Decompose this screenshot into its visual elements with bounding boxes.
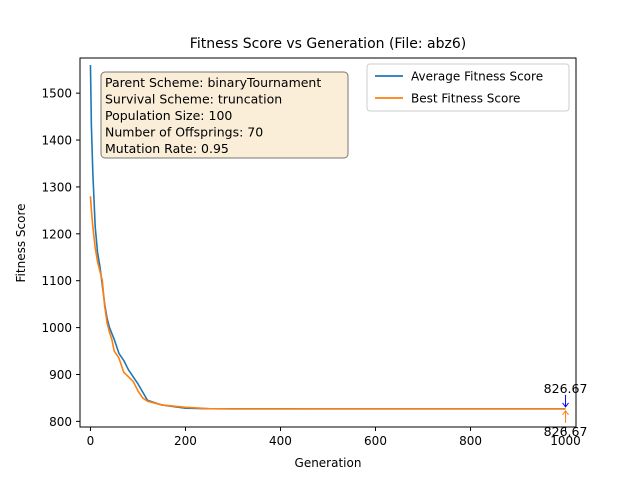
- y-tick-label: 900: [49, 368, 72, 382]
- x-tick-label: 600: [364, 434, 387, 448]
- x-axis-label: Generation: [295, 456, 362, 470]
- y-tick-label: 1300: [41, 180, 72, 194]
- series-line-best: [89, 196, 566, 410]
- y-tick-label: 1400: [41, 134, 72, 148]
- y-tick-label: 1100: [41, 274, 72, 288]
- info-box: [100, 71, 349, 159]
- legend-box: [366, 63, 570, 112]
- chart-title: Fitness Score vs Generation (File: abz6): [190, 36, 466, 52]
- annotation-label: 826.67: [544, 381, 588, 396]
- y-tick-label: 1000: [41, 321, 72, 335]
- y-axis-label: Fitness Score: [14, 204, 28, 283]
- y-tick-label: 800: [49, 415, 72, 429]
- x-tick-label: 200: [174, 434, 197, 448]
- annotation-arrowhead: [562, 402, 569, 408]
- y-tick-label: 1500: [41, 87, 72, 101]
- info-line: Number of Offsprings: 70: [105, 125, 263, 140]
- x-tick-label: 0: [87, 434, 95, 448]
- info-line: Parent Scheme: binaryTournament: [105, 75, 321, 90]
- x-tick-label: 400: [269, 434, 292, 448]
- info-line: Survival Scheme: truncation: [105, 92, 282, 107]
- legend-label: Best Fitness Score: [411, 92, 520, 106]
- y-tick-label: 1200: [41, 227, 72, 241]
- x-tick-label: 1000: [550, 434, 581, 448]
- info-line: Mutation Rate: 0.95: [105, 141, 229, 156]
- info-line: Population Size: 100: [105, 108, 232, 123]
- x-tick-label: 800: [459, 434, 482, 448]
- annotation-arrowhead: [562, 410, 569, 416]
- annotation-label: 826.67: [544, 424, 588, 439]
- legend-label: Average Fitness Score: [411, 70, 543, 84]
